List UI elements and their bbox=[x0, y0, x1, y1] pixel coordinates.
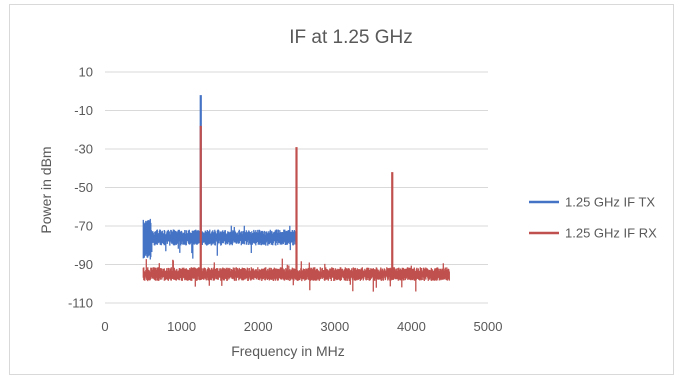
y-axis-ticks: 10 -10 -30 -50 -70 -90 -110 bbox=[68, 65, 93, 311]
series-lines bbox=[142, 95, 450, 292]
y-axis-title: Power in dBm bbox=[38, 146, 54, 233]
y-tick-label: -10 bbox=[74, 103, 93, 118]
legend: 1.25 GHz IF TX 1.25 GHz IF RX bbox=[529, 195, 657, 241]
chart-svg: IF at 1.25 GHz 10 -10 -30 -50 -70 -90 -110 0 10… bbox=[38, 27, 657, 359]
series-rx bbox=[142, 125, 450, 292]
series-tx bbox=[142, 95, 297, 260]
y-tick-label: -30 bbox=[74, 142, 93, 157]
x-tick-label: 4000 bbox=[397, 319, 426, 334]
x-axis-title: Frequency in MHz bbox=[231, 343, 345, 359]
y-tick-label: -90 bbox=[74, 257, 93, 272]
noise-floor-line bbox=[142, 258, 450, 292]
legend-label: 1.25 GHz IF RX bbox=[565, 226, 657, 241]
y-tick-label: -50 bbox=[74, 180, 93, 195]
x-tick-label: 1000 bbox=[167, 319, 196, 334]
y-tick-label: -70 bbox=[74, 219, 93, 234]
x-axis-ticks: 0 1000 2000 3000 4000 5000 bbox=[101, 319, 502, 334]
x-tick-label: 0 bbox=[101, 319, 108, 334]
chart-title: IF at 1.25 GHz bbox=[289, 27, 413, 48]
y-tick-label: 10 bbox=[79, 65, 93, 80]
legend-label: 1.25 GHz IF TX bbox=[565, 195, 655, 210]
x-tick-label: 2000 bbox=[244, 319, 273, 334]
x-tick-label: 3000 bbox=[320, 319, 349, 334]
x-tick-label: 5000 bbox=[474, 319, 503, 334]
chart-area: IF at 1.25 GHz 10 -10 -30 -50 -70 -90 -110 0 10… bbox=[9, 4, 674, 375]
y-tick-label: -110 bbox=[68, 296, 93, 311]
noise-floor-line bbox=[142, 218, 297, 260]
